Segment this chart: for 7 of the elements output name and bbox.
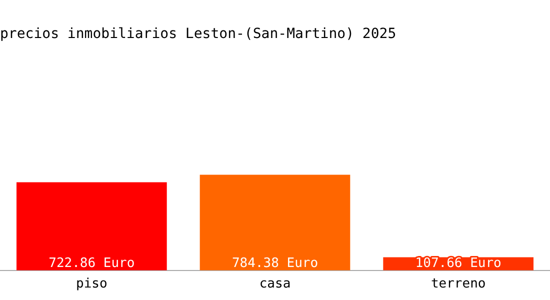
data-label: 722.86 Euro xyxy=(48,256,135,271)
x-tick-label: terreno xyxy=(430,276,486,292)
chart-title: precios inmobiliarios Leston-(San-Martino) 2025 xyxy=(0,26,396,42)
x-tick-label: casa xyxy=(259,276,291,292)
x-tick-label: piso xyxy=(76,276,108,292)
data-label: 784.38 Euro xyxy=(232,256,318,271)
data-label: 107.66 Euro xyxy=(415,256,502,271)
